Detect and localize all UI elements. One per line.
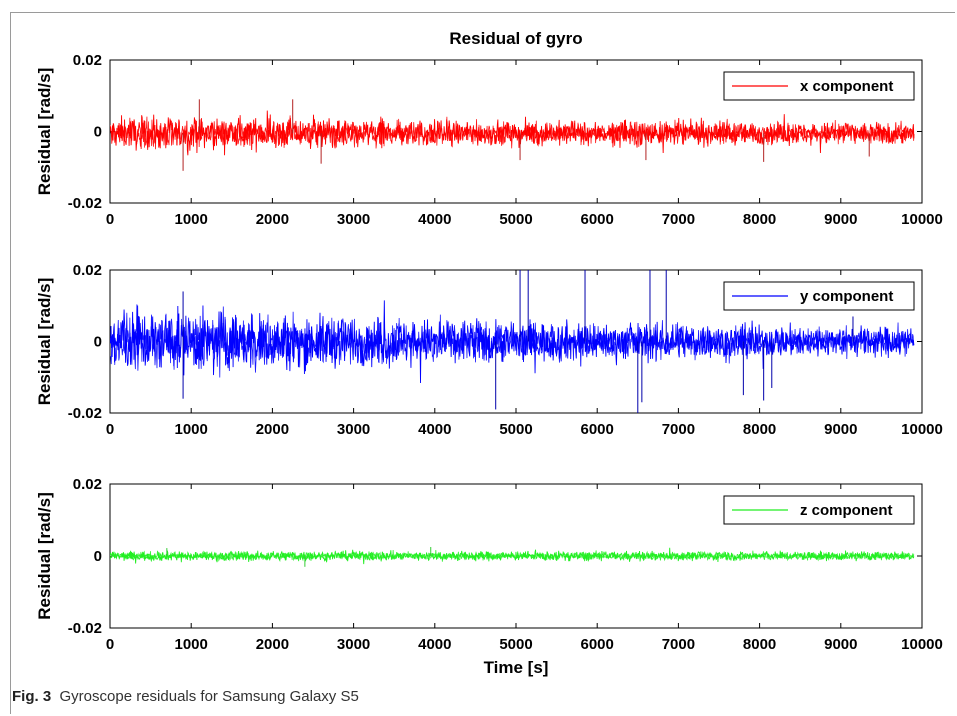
x-tick-label: 10000	[901, 211, 943, 228]
series-y-component	[110, 270, 915, 413]
x-tick-label: 0	[106, 636, 114, 653]
x-axis-label: Time [s]	[484, 658, 549, 677]
y-tick-label: 0.02	[73, 262, 102, 279]
x-tick-label: 10000	[901, 636, 943, 653]
series-z-component	[110, 547, 915, 567]
figure-title: Residual of gyro	[449, 29, 582, 48]
y-axis-label: Residual [rad/s]	[35, 278, 54, 406]
y-tick-label: 0	[94, 124, 102, 141]
x-tick-label: 6000	[581, 211, 614, 228]
x-tick-label: 1000	[175, 421, 208, 438]
series-x-component	[110, 99, 915, 171]
y-tick-label: 0	[94, 548, 102, 565]
x-tick-label: 8000	[743, 636, 776, 653]
x-tick-label: 4000	[418, 421, 451, 438]
x-tick-label: 1000	[175, 636, 208, 653]
x-tick-label: 5000	[499, 421, 532, 438]
subplot-2: 0 1000 2000 3000 4000 5000 6000 7000 8000 9000 100…	[35, 262, 943, 438]
x-tick-label: 7000	[662, 211, 695, 228]
x-tick-label: 10000	[901, 421, 943, 438]
x-tick-label: 7000	[662, 421, 695, 438]
y-tick-label: 0	[94, 334, 102, 351]
legend-box	[723, 495, 915, 525]
legend: y component	[723, 281, 915, 311]
legend-label: x component	[800, 78, 893, 95]
x-tick-label: 8000	[743, 421, 776, 438]
x-tick-label: 0	[106, 421, 114, 438]
caption-label: Fig. 3	[12, 688, 52, 705]
series-line-dense	[110, 304, 915, 378]
x-tick-label: 3000	[337, 421, 370, 438]
x-tick-label: 9000	[824, 636, 857, 653]
x-tick-label: 2000	[256, 421, 289, 438]
y-tick-label: 0.02	[73, 476, 102, 493]
figure-caption: Fig. 3 Gyroscope residuals for Samsung G…	[12, 688, 359, 705]
x-tick-label: 2000	[256, 636, 289, 653]
x-tick-label: 5000	[499, 211, 532, 228]
legend: x component	[723, 71, 915, 101]
legend-label: z component	[800, 502, 893, 519]
legend: z component	[723, 495, 915, 525]
x-tick-label: 7000	[662, 636, 695, 653]
y-tick-label: -0.02	[68, 620, 102, 637]
y-axis-label: Residual [rad/s]	[35, 68, 54, 196]
x-tick-label: 4000	[418, 636, 451, 653]
y-tick-label: 0.02	[73, 52, 102, 69]
y-tick-label: -0.02	[68, 195, 102, 212]
x-tick-label: 2000	[256, 211, 289, 228]
x-tick-label: 9000	[824, 211, 857, 228]
x-tick-label: 3000	[337, 211, 370, 228]
x-tick-label: 6000	[581, 636, 614, 653]
series-line-dense	[110, 550, 915, 562]
x-tick-label: 5000	[499, 636, 532, 653]
x-tick-label: 0	[106, 211, 114, 228]
y-tick-label: -0.02	[68, 405, 102, 422]
x-tick-label: 6000	[581, 421, 614, 438]
x-tick-label: 8000	[743, 211, 776, 228]
figure-frame	[10, 12, 955, 714]
x-tick-label: 9000	[824, 421, 857, 438]
x-tick-label: 4000	[418, 211, 451, 228]
y-axis-label: Residual [rad/s]	[35, 492, 54, 620]
gyro-residual-figure: Residual of gyro 0 1000 2000 3000 4000 5000 600…	[35, 29, 943, 677]
series-line-dense	[110, 115, 915, 150]
x-tick-label: 1000	[175, 211, 208, 228]
x-tick-label: 3000	[337, 636, 370, 653]
caption-text: Gyroscope residuals for Samsung Galaxy S…	[59, 688, 359, 705]
legend-label: y component	[800, 288, 893, 305]
subplot-1: 0 1000 2000 3000 4000 5000 6000 7000 8000 9000 100…	[35, 52, 943, 228]
subplot-3: 0 1000 2000 3000 4000 5000 6000 7000 8000 9000 100…	[35, 476, 943, 677]
